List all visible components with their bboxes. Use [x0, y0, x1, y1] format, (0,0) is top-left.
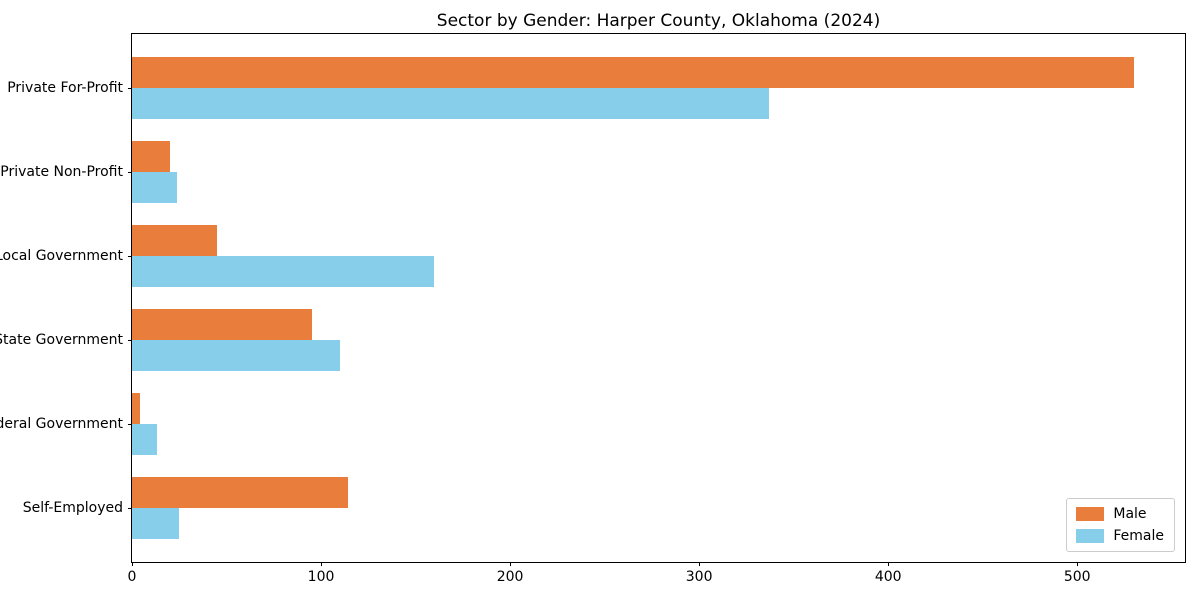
y-tick-label-self-employed: Self-Employed: [22, 500, 123, 516]
y-tick-label-local-government: Local Government: [0, 248, 123, 264]
x-tick-label-300: 300: [685, 569, 713, 585]
x-tick-label-0: 0: [127, 569, 137, 585]
legend-entry-male: Male: [1076, 506, 1164, 522]
female-color-swatch: [1076, 529, 1105, 543]
x-tick-label-500: 500: [1063, 569, 1091, 585]
bar-male-private-non-profit: [132, 141, 170, 172]
y-tick-private-for-profit: [128, 88, 132, 89]
y-tick-state-government: [128, 340, 132, 341]
chart-title: Sector by Gender: Harper County, Oklahom…: [436, 11, 881, 31]
x-tick-300: [699, 562, 701, 566]
male-color-swatch: [1076, 507, 1105, 521]
legend-entry-female: Female: [1076, 528, 1164, 544]
legend: Male Female: [1066, 498, 1175, 552]
x-tick-0: [132, 562, 133, 566]
bar-female-private-non-profit: [132, 172, 178, 203]
bar-female-federal-government: [132, 424, 157, 455]
y-tick-label-federal-government: Federal Government: [0, 416, 123, 432]
plot-area: Private For-Profit Private Non-Profit Loca…: [0, 33, 1186, 585]
x-tick-label-100: 100: [307, 569, 335, 585]
x-tick-200: [510, 562, 512, 566]
x-tick-400: [888, 562, 890, 566]
bar-female-local-government: [132, 256, 435, 287]
y-tick-self-employed: [128, 508, 132, 509]
bar-male-federal-government: [132, 393, 140, 424]
bar-female-private-for-profit: [132, 88, 770, 119]
y-tick-private-non-profit: [128, 172, 132, 173]
y-tick-label-private-non-profit: Private Non-Profit: [0, 164, 123, 180]
y-tick-federal-government: [128, 424, 132, 425]
bar-male-private-for-profit: [132, 57, 1134, 88]
legend-label-male: Male: [1113, 506, 1147, 522]
x-tick-label-200: 200: [496, 569, 524, 585]
bar-female-state-government: [132, 340, 340, 371]
bar-male-state-government: [132, 309, 312, 340]
bar-male-local-government: [132, 225, 218, 256]
x-tick-500: [1077, 562, 1079, 566]
x-tick-label-400: 400: [874, 569, 902, 585]
y-tick-local-government: [128, 256, 132, 257]
y-tick-label-state-government: State Government: [0, 332, 123, 348]
x-tick-100: [321, 562, 323, 566]
y-tick-label-private-for-profit: Private For-Profit: [7, 80, 123, 96]
legend-label-female: Female: [1113, 528, 1164, 544]
bar-male-self-employed: [132, 477, 348, 508]
bar-female-self-employed: [132, 508, 180, 539]
